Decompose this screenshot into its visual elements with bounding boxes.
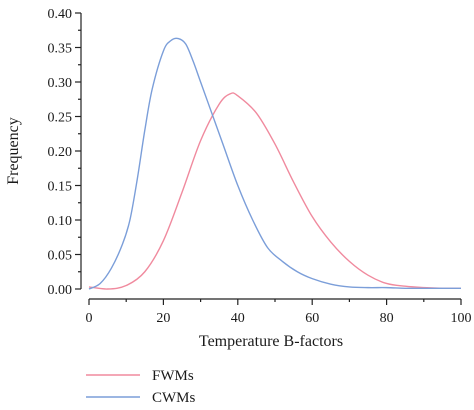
legend-label-fwms: FWMs xyxy=(152,368,194,384)
y-ticks: 0.00 0.05 0.10 0.15 0.20 0.25 0.30 0.35 0.40 xyxy=(48,7,81,298)
x-tick-label: 40 xyxy=(231,311,245,326)
series-line-fwms xyxy=(88,92,462,290)
y-tick-label: 0.00 xyxy=(48,283,73,298)
x-tick-label: 80 xyxy=(380,311,394,326)
y-tick-label: 0.40 xyxy=(48,7,73,22)
x-tick-label: 20 xyxy=(156,311,170,326)
x-ticks: 0 20 40 60 80 100 xyxy=(86,299,472,326)
legend-label-cwms: CWMs xyxy=(152,390,196,406)
y-tick-label: 0.25 xyxy=(48,111,73,126)
x-axis-title: Temperature B-factors xyxy=(199,333,343,350)
y-tick-label: 0.20 xyxy=(48,145,73,160)
y-tick-label: 0.10 xyxy=(48,214,73,229)
y-tick-label: 0.15 xyxy=(48,180,73,195)
legend: FWMs CWMs xyxy=(86,368,196,406)
y-tick-label: 0.30 xyxy=(48,76,73,91)
y-axis-title: Frequency xyxy=(5,117,22,185)
x-tick-label: 100 xyxy=(451,311,472,326)
axes xyxy=(80,13,461,300)
x-tick-label: 60 xyxy=(305,311,319,326)
series-line-cwms xyxy=(88,37,462,290)
x-tick-label: 0 xyxy=(86,311,93,326)
series-group xyxy=(88,37,462,290)
y-tick-label: 0.05 xyxy=(48,249,73,264)
y-tick-label: 0.35 xyxy=(48,42,73,57)
